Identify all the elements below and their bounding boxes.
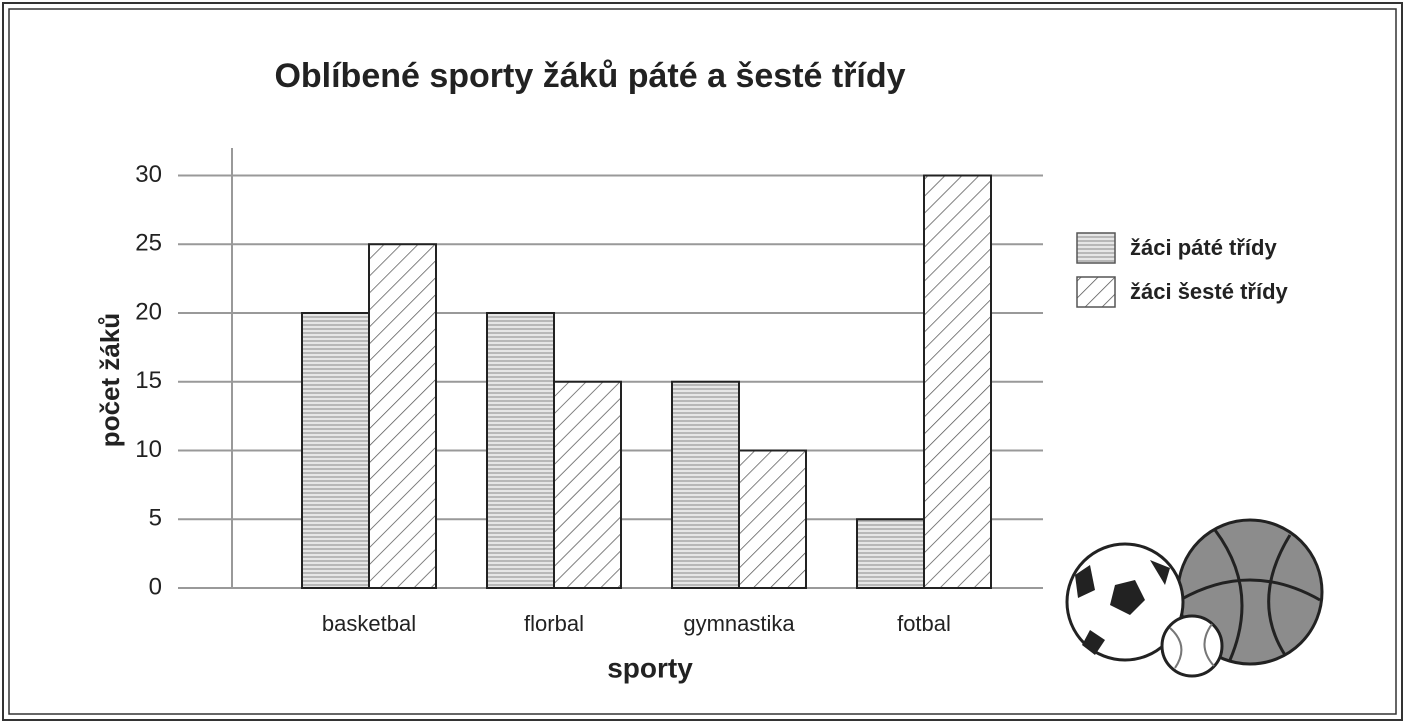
page: Oblíbené sporty žáků páté a šesté třídy … xyxy=(0,0,1405,723)
x-tick-label: florbal xyxy=(524,611,584,636)
bar xyxy=(857,519,924,588)
y-tick-label: 30 xyxy=(135,161,162,188)
bar xyxy=(672,382,739,588)
legend-label: žáci šesté třídy xyxy=(1130,279,1289,304)
legend-swatch xyxy=(1077,277,1115,307)
bar xyxy=(554,382,621,588)
y-tick-label: 20 xyxy=(135,298,162,325)
y-tick-label: 10 xyxy=(135,436,162,463)
chart-title: Oblíbené sporty žáků páté a šesté třídy xyxy=(274,57,905,95)
x-axis-label: sporty xyxy=(607,652,693,683)
bar xyxy=(924,176,991,589)
legend-swatch xyxy=(1077,233,1115,263)
legend-label: žáci páté třídy xyxy=(1130,235,1277,260)
x-tick-label: basketbal xyxy=(322,611,416,636)
bar xyxy=(302,313,369,588)
y-tick-label: 0 xyxy=(149,573,162,600)
bar xyxy=(369,244,436,588)
y-tick-label: 15 xyxy=(135,367,162,394)
x-tick-label: gymnastika xyxy=(683,611,795,636)
y-axis-label: počet žáků xyxy=(95,313,125,447)
balls-illustration xyxy=(1067,520,1322,676)
x-tick-label: fotbal xyxy=(897,611,951,636)
y-tick-label: 5 xyxy=(149,505,162,532)
chart: Oblíbené sporty žáků páté a šesté třídy … xyxy=(0,0,1405,723)
bar xyxy=(739,451,806,589)
bar xyxy=(487,313,554,588)
y-tick-label: 25 xyxy=(135,230,162,257)
